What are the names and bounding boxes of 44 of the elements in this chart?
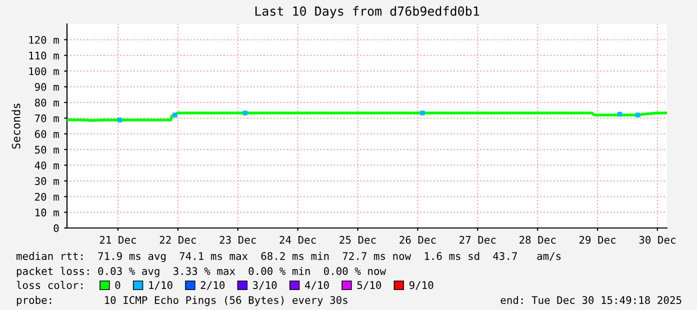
- line-series: [67, 112, 667, 122]
- text: end: Tue Dec 30 15:49:18 2025: [500, 296, 682, 304]
- text: probe: 10 ICMP Echo Pings (56 Bytes) every 30s: [16, 296, 348, 306]
- x-tick-label: 25 Dec: [340, 236, 376, 244]
- chart-title: Last 10 Days from d76b9edfd0b1: [255, 6, 480, 18]
- legend-label: 2/10: [200, 281, 225, 290]
- x-tick-label: 27 Dec: [460, 236, 496, 244]
- legend-label: 1/10: [149, 281, 172, 290]
- legend-label: 0: [115, 281, 120, 290]
- x-tick-label: 21 Dec: [100, 236, 136, 244]
- legend-label: 5/10: [357, 281, 382, 290]
- y-tick-label: 110 m: [29, 52, 59, 60]
- point: [242, 110, 248, 116]
- y-tick-label: 80 m: [34, 98, 59, 107]
- text: loss color:: [16, 280, 82, 290]
- y-tick-label: 60 m: [34, 130, 59, 138]
- x-tick-label: 26 Dec: [400, 236, 436, 244]
- point: [117, 118, 122, 122]
- y-tick-label: 70 m: [34, 114, 59, 122]
- legend-label: 3/10: [252, 281, 277, 290]
- y-tick-label: 20 m: [35, 192, 59, 201]
- x-tick-label: 29 Dec: [579, 236, 616, 244]
- legend-label: 9/10: [409, 281, 434, 290]
- x-tick-label: 22 Dec: [160, 236, 196, 244]
- text: median rtt: 71.9 ms avg 74.1 ms max 68.2 ms min 72.7 ms now 1.6 ms sd 43.7 am/s: [16, 252, 561, 262]
- x-tick-label: 28 Dec: [520, 236, 556, 244]
- y-tick-label: 90 m: [34, 83, 59, 91]
- y-axis-title: Seconds: [12, 104, 20, 149]
- y-tick-label: 40 m: [34, 161, 59, 170]
- legend-label: 4/10: [304, 281, 329, 290]
- text: packet loss: 0.03 % avg 3.33 % max 0.00 % min 0.00 % now: [16, 266, 386, 278]
- point: [617, 112, 622, 117]
- y-tick-label: 100 m: [29, 67, 59, 76]
- y-tick-label: 0: [54, 224, 59, 232]
- y-tick-label: 50 m: [35, 146, 59, 154]
- x-tick-label: 24 Dec: [280, 236, 316, 244]
- y-tick-label: 10 m: [36, 208, 59, 216]
- y-tick-label: 30 m: [34, 177, 59, 186]
- point: [420, 110, 425, 116]
- y-tick-label: 120 m: [29, 36, 59, 44]
- point: [172, 112, 178, 118]
- point: [635, 112, 640, 118]
- x-tick-label: 30 Dec: [639, 236, 676, 244]
- x-tick-label: 23 Dec: [220, 236, 256, 244]
